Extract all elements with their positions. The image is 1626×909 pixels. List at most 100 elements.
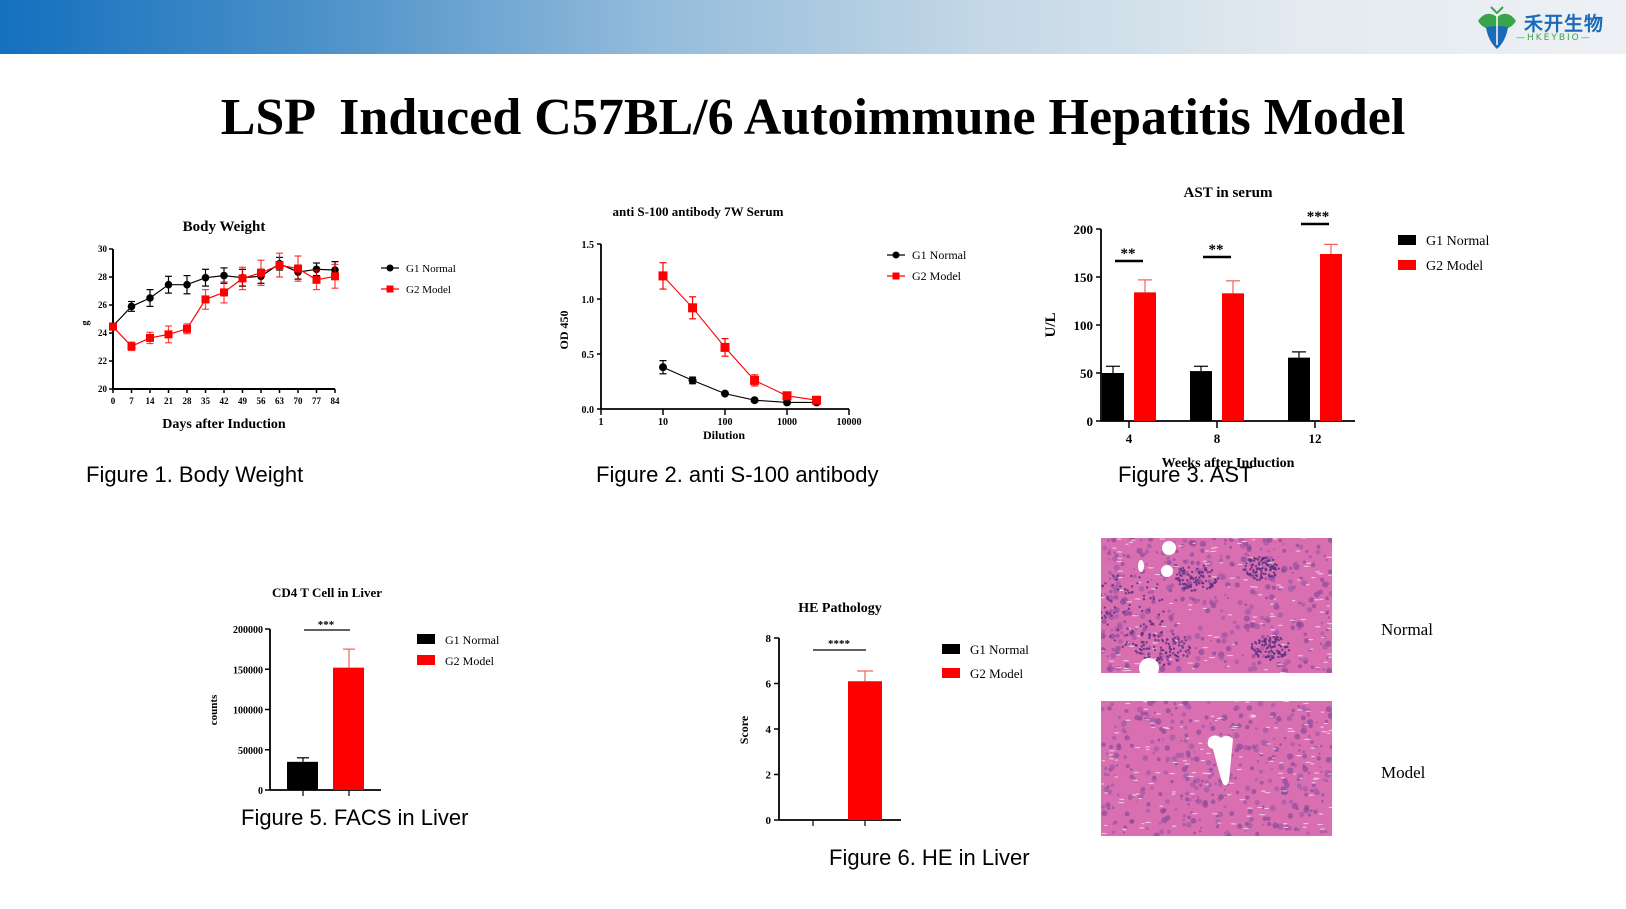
svg-text:49: 49 xyxy=(238,396,248,406)
figure2-caption: Figure 2. anti S-100 antibody xyxy=(596,462,879,487)
svg-text:100000: 100000 xyxy=(233,706,263,717)
chart-title: anti S-100 antibody 7W Serum xyxy=(613,204,784,219)
svg-text:24: 24 xyxy=(98,328,108,338)
svg-text:77: 77 xyxy=(312,396,322,406)
legend-item-normal: G1 Normal xyxy=(887,248,967,262)
svg-text:0.0: 0.0 xyxy=(582,405,595,416)
svg-text:100: 100 xyxy=(1074,318,1094,333)
svg-text:G1 Normal: G1 Normal xyxy=(445,633,500,647)
legend-item-normal: G1 Normal xyxy=(1398,234,1489,249)
x-axis-label: Days after Induction xyxy=(162,417,286,432)
svg-text:G2 Model: G2 Model xyxy=(970,666,1023,681)
bar-group-week-12: *** xyxy=(1288,209,1342,421)
svg-text:28: 28 xyxy=(98,272,108,282)
svg-text:0: 0 xyxy=(111,396,116,406)
histology-normal-label: Normal xyxy=(1381,620,1433,639)
svg-text:50: 50 xyxy=(1080,366,1093,381)
svg-text:42: 42 xyxy=(220,396,230,406)
svg-text:84: 84 xyxy=(331,396,341,406)
svg-text:1000: 1000 xyxy=(777,417,797,428)
svg-text:21: 21 xyxy=(164,396,174,406)
svg-text:100: 100 xyxy=(718,417,733,428)
histology-model-label: Model xyxy=(1381,763,1426,782)
significance-mark: *** xyxy=(1307,209,1330,225)
legend-item-model: G2 Model xyxy=(1398,259,1483,274)
x-axis-label: Weeks after Induction xyxy=(1162,456,1295,471)
svg-text:28: 28 xyxy=(183,396,193,406)
svg-text:200: 200 xyxy=(1074,222,1094,237)
svg-text:G2 Model: G2 Model xyxy=(912,269,962,283)
leaf-logo-icon xyxy=(1478,6,1516,49)
svg-text:8: 8 xyxy=(1214,431,1221,446)
legend-item-model: G2 Model xyxy=(887,269,962,283)
he-pathology-chart: HE Pathology 0 2 4 6 8 **** Score G1 Normal G2 Mo… xyxy=(730,595,1060,827)
svg-text:50000: 50000 xyxy=(238,746,263,757)
histology-model-image xyxy=(1101,701,1332,836)
svg-text:8: 8 xyxy=(766,633,772,645)
body-weight-chart: Body Weight 20 22 24 26 28 30 0 7 14 21 28 35 42 49 56 6… xyxy=(80,215,480,455)
chart-title: HE Pathology xyxy=(798,601,882,616)
figure6-caption: Figure 6. HE in Liver xyxy=(829,845,1030,870)
svg-text:70: 70 xyxy=(294,396,304,406)
svg-text:63: 63 xyxy=(275,396,285,406)
svg-text:14: 14 xyxy=(146,396,156,406)
svg-text:56: 56 xyxy=(257,396,267,406)
svg-text:U/L: U/L xyxy=(1043,312,1059,337)
page-title: LSP Induced C57BL/6 Autoimmune Hepatitis… xyxy=(220,89,1406,146)
anti-s100-chart: anti S-100 antibody 7W Serum 0.0 0.5 1.0 1.5… xyxy=(550,200,1000,450)
significance-mark: **** xyxy=(828,638,851,650)
svg-text:counts: counts xyxy=(208,694,220,725)
svg-text:200000: 200000 xyxy=(233,625,263,636)
svg-text:G2 Model: G2 Model xyxy=(445,654,495,668)
legend-item-model: G2 Model xyxy=(417,654,495,668)
bar-group-week-4: ** xyxy=(1102,246,1156,421)
significance-mark: *** xyxy=(318,619,335,631)
series-normal xyxy=(659,360,821,407)
svg-text:12: 12 xyxy=(1309,431,1322,446)
significance-mark: ** xyxy=(1121,246,1136,262)
svg-text:G1 Normal: G1 Normal xyxy=(406,263,456,275)
svg-text:1.0: 1.0 xyxy=(582,295,595,306)
significance-mark: ** xyxy=(1209,242,1224,258)
svg-text:35: 35 xyxy=(201,396,211,406)
logo-text: 禾开生物 xyxy=(1524,13,1605,35)
figure5-caption: Figure 5. FACS in Liver xyxy=(241,805,469,830)
bar-model xyxy=(848,670,882,820)
svg-text:10000: 10000 xyxy=(837,417,862,428)
legend-item-model: G2 Model xyxy=(942,666,1023,681)
svg-text:G2 Model: G2 Model xyxy=(406,284,451,296)
header-banner: 禾开生物 —HKEYBIO— xyxy=(0,0,1626,54)
svg-text:1.5: 1.5 xyxy=(582,240,595,251)
svg-text:OD 450: OD 450 xyxy=(557,311,571,350)
figure1-caption: Figure 1. Body Weight xyxy=(86,462,304,487)
bar-normal xyxy=(287,757,318,790)
series-model xyxy=(109,252,339,352)
svg-text:Score: Score xyxy=(737,715,751,744)
series-model xyxy=(658,262,822,405)
chart-title: CD4 T Cell in Liver xyxy=(272,585,382,600)
cd4-chart: CD4 T Cell in Liver 0 50000 100000 150000 200… xyxy=(200,580,520,800)
bar-group-week-8: ** xyxy=(1190,242,1244,421)
svg-text:26: 26 xyxy=(98,300,108,310)
svg-text:30: 30 xyxy=(98,244,108,254)
svg-text:G1 Normal: G1 Normal xyxy=(1426,234,1489,249)
svg-text:150: 150 xyxy=(1074,270,1094,285)
svg-text:G2 Model: G2 Model xyxy=(1426,259,1483,274)
histology-normal-image xyxy=(1101,538,1332,673)
company-logo: 禾开生物 —HKEYBIO— xyxy=(1476,5,1616,49)
svg-text:g: g xyxy=(80,321,91,326)
svg-text:0: 0 xyxy=(766,815,772,827)
svg-text:1: 1 xyxy=(599,417,604,428)
svg-text:G1 Normal: G1 Normal xyxy=(970,642,1029,657)
bar-model xyxy=(333,648,364,790)
svg-text:2: 2 xyxy=(766,770,772,782)
logo-subtext: —HKEYBIO— xyxy=(1516,33,1592,43)
legend-item-normal: G1 Normal xyxy=(381,263,456,275)
legend-item-normal: G1 Normal xyxy=(942,642,1029,657)
svg-text:4: 4 xyxy=(766,724,772,736)
legend-item-normal: G1 Normal xyxy=(417,633,500,647)
legend-item-model: G2 Model xyxy=(381,284,451,296)
svg-text:10: 10 xyxy=(658,417,668,428)
ast-chart: AST in serum 0 50 100 150 200 4 ** 8 ** 12 *** Weeks… xyxy=(1030,180,1590,471)
svg-text:G1 Normal: G1 Normal xyxy=(912,248,967,262)
